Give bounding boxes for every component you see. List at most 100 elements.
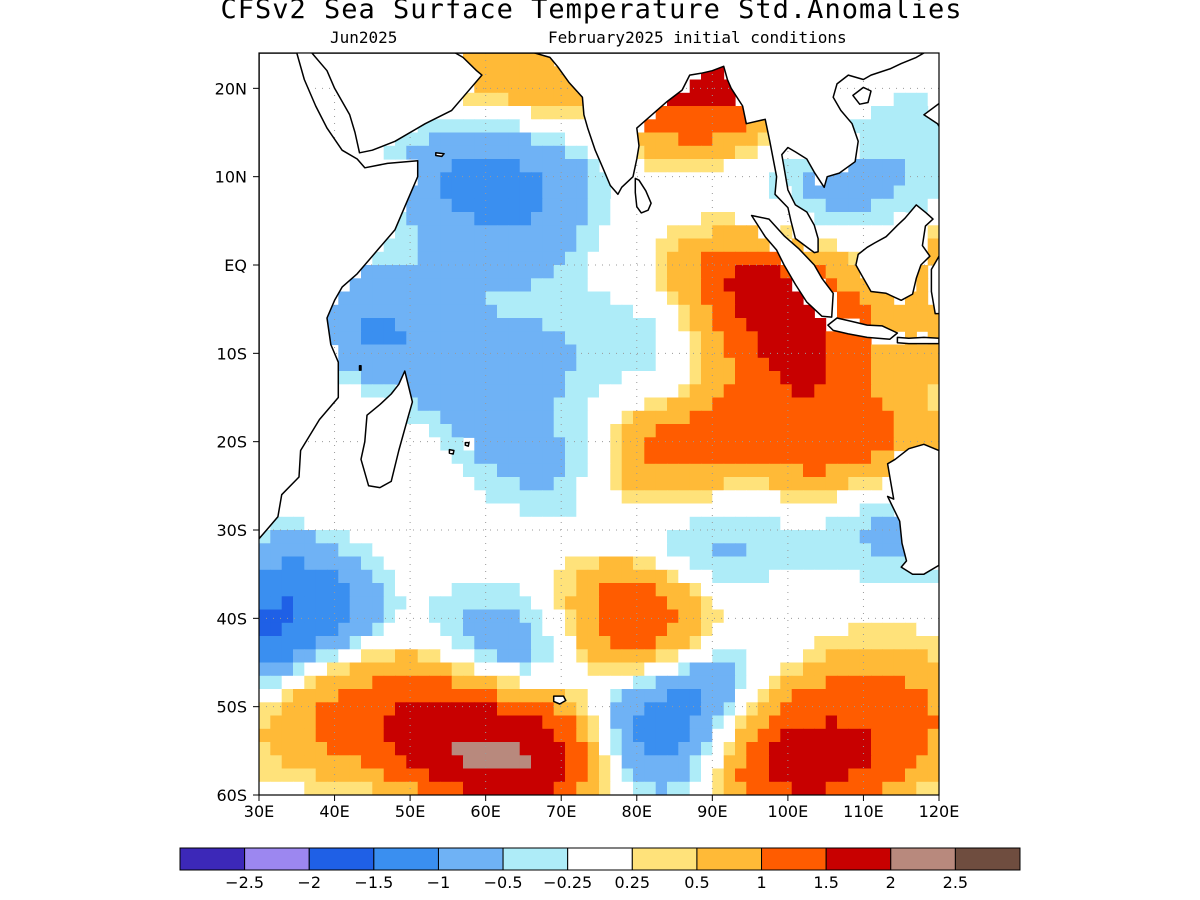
- lat-tick-label: 20N: [215, 79, 247, 98]
- anomaly-cell: [542, 159, 555, 173]
- anomaly-cell: [769, 463, 781, 478]
- anomaly-cell: [304, 516, 317, 531]
- anomaly-cell: [678, 450, 691, 465]
- anomaly-cell: [440, 357, 453, 372]
- anomaly-cell: [837, 596, 849, 611]
- anomaly-cell: [531, 702, 543, 717]
- anomaly-cell: [746, 530, 759, 544]
- anomaly-cell: [599, 397, 611, 412]
- anomaly-cell: [621, 662, 634, 677]
- anomaly-cell: [361, 278, 373, 293]
- anomaly-cell: [429, 278, 441, 293]
- anomaly-cell: [429, 251, 441, 266]
- anomaly-cell: [712, 781, 725, 795]
- anomaly-cell: [610, 702, 623, 717]
- anomaly-cell: [519, 119, 532, 134]
- anomaly-cell: [927, 397, 939, 412]
- anomaly-cell: [655, 649, 668, 664]
- anomaly-cell: [689, 689, 702, 703]
- anomaly-cell: [383, 569, 396, 584]
- anomaly-cell: [791, 357, 804, 372]
- anomaly-cell: [565, 344, 577, 359]
- anomaly-cell: [293, 636, 305, 650]
- anomaly-cell: [757, 543, 770, 558]
- anomaly-cell: [916, 304, 929, 319]
- anomaly-cell: [610, 781, 623, 795]
- anomaly-cell: [474, 304, 487, 319]
- anomaly-cell: [383, 331, 396, 346]
- anomaly-cell: [429, 225, 441, 240]
- anomaly-cell: [383, 516, 396, 531]
- anomaly-cell: [259, 596, 271, 611]
- anomaly-cell: [553, 649, 566, 664]
- anomaly-cell: [395, 344, 407, 359]
- anomaly-cell: [633, 410, 645, 425]
- anomaly-cell: [655, 543, 668, 558]
- anomaly-cell: [712, 291, 725, 306]
- anomaly-cell: [485, 92, 498, 107]
- anomaly-cell: [735, 172, 747, 187]
- anomaly-cell: [531, 185, 543, 200]
- anomaly-cell: [553, 437, 566, 452]
- anomaly-cell: [497, 92, 509, 107]
- anomaly-cell: [905, 675, 917, 690]
- anomaly-cell: [508, 516, 521, 531]
- anomaly-cell: [497, 781, 509, 795]
- anomaly-cell: [485, 318, 498, 332]
- anomaly-cell: [882, 649, 895, 664]
- anomaly-cell: [485, 463, 498, 478]
- anomaly-cell: [610, 198, 623, 213]
- anomaly-cell: [757, 132, 770, 147]
- anomaly-cell: [463, 675, 475, 690]
- anomaly-cell: [848, 702, 861, 717]
- anomaly-cell: [576, 596, 589, 611]
- anomaly-cell: [769, 344, 781, 359]
- anomaly-cell: [644, 728, 657, 743]
- anomaly-cell: [735, 251, 747, 266]
- anomaly-cell: [383, 344, 396, 359]
- anomaly-cell: [531, 649, 543, 664]
- anomaly-cell: [293, 556, 305, 571]
- anomaly-cell: [735, 490, 747, 505]
- anomaly-cell: [746, 225, 759, 240]
- anomaly-cell: [542, 768, 555, 783]
- anomaly-cell: [327, 543, 339, 558]
- anomaly-cell: [678, 278, 691, 293]
- anomaly-cell: [712, 477, 725, 491]
- anomaly-cell: [633, 371, 645, 385]
- anomaly-cell: [927, 437, 939, 452]
- anomaly-cell: [451, 636, 464, 650]
- anomaly-cell: [837, 463, 849, 478]
- anomaly-cell: [553, 728, 566, 743]
- anomaly-cell: [508, 503, 521, 518]
- anomaly-cell: [655, 278, 668, 293]
- anomaly-cell: [304, 755, 317, 770]
- anomaly-cell: [791, 543, 804, 558]
- anomaly-cell: [565, 675, 577, 690]
- anomaly-cell: [769, 583, 781, 597]
- anomaly-cell: [463, 583, 475, 597]
- anomaly-cell: [406, 185, 419, 200]
- anomaly-cell: [633, 397, 645, 412]
- anomaly-cell: [610, 662, 623, 677]
- anomaly-cell: [678, 569, 691, 584]
- anomaly-cell: [508, 172, 521, 187]
- anomaly-cell: [463, 265, 475, 279]
- anomaly-cell: [882, 344, 895, 359]
- anomaly-cell: [689, 583, 702, 597]
- anomaly-cell: [497, 543, 509, 558]
- anomaly-cell: [859, 344, 872, 359]
- anomaly-cell: [769, 172, 781, 187]
- anomaly-cell: [859, 728, 872, 743]
- anomaly-cell: [576, 755, 589, 770]
- anomaly-cell: [417, 768, 430, 783]
- anomaly-cell: [497, 556, 509, 571]
- anomaly-cell: [429, 238, 441, 253]
- anomaly-cell: [463, 715, 475, 730]
- anomaly-cell: [882, 92, 895, 107]
- anomaly-cell: [485, 477, 498, 491]
- colorbar-label: −1.5: [354, 873, 393, 892]
- anomaly-cell: [553, 225, 566, 240]
- anomaly-cell: [655, 463, 668, 478]
- anomaly-cell: [474, 172, 487, 187]
